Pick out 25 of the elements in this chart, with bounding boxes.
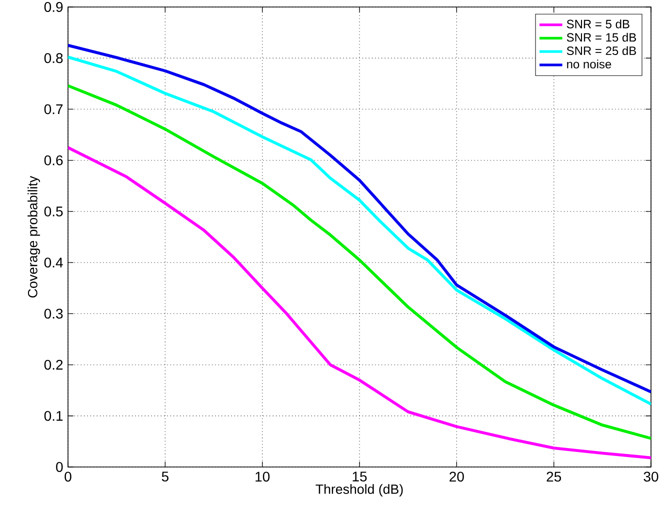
x-tick-label: 5: [162, 472, 168, 482]
legend-label: SNR = 15 dB: [566, 32, 636, 42]
x-tick-label: 10: [256, 472, 270, 482]
y-tick-label: 0.2: [44, 360, 63, 370]
y-tick-label: 0.4: [44, 258, 63, 268]
x-tick-label: 0: [64, 472, 72, 482]
x-tick-label: 30: [644, 472, 658, 482]
y-tick-label: 0.3: [44, 308, 63, 319]
x-tick-label: 20: [450, 472, 464, 482]
y-tick-label: 0.6: [44, 155, 63, 166]
y-tick-label: 0.1: [44, 410, 63, 421]
y-tick-label: 0.9: [44, 2, 63, 12]
x-axis-title: Threshold (dB): [316, 484, 403, 497]
legend-label: no noise: [567, 60, 612, 68]
y-tick-label: 0: [56, 462, 63, 472]
line-series: [68, 146, 652, 460]
y-tick-label: 0.8: [44, 53, 63, 64]
line-series: [68, 84, 652, 440]
legend-label: SNR = 25 dB: [566, 46, 636, 56]
x-tick-label: 15: [352, 472, 367, 482]
y-axis-title: Coverage probability: [28, 176, 40, 298]
legend-label: SNR = 5 dB: [566, 19, 630, 28]
y-tick-label: 0.7: [44, 104, 63, 114]
x-tick-label: 25: [546, 472, 562, 482]
y-tick-label: 0.5: [44, 206, 63, 216]
